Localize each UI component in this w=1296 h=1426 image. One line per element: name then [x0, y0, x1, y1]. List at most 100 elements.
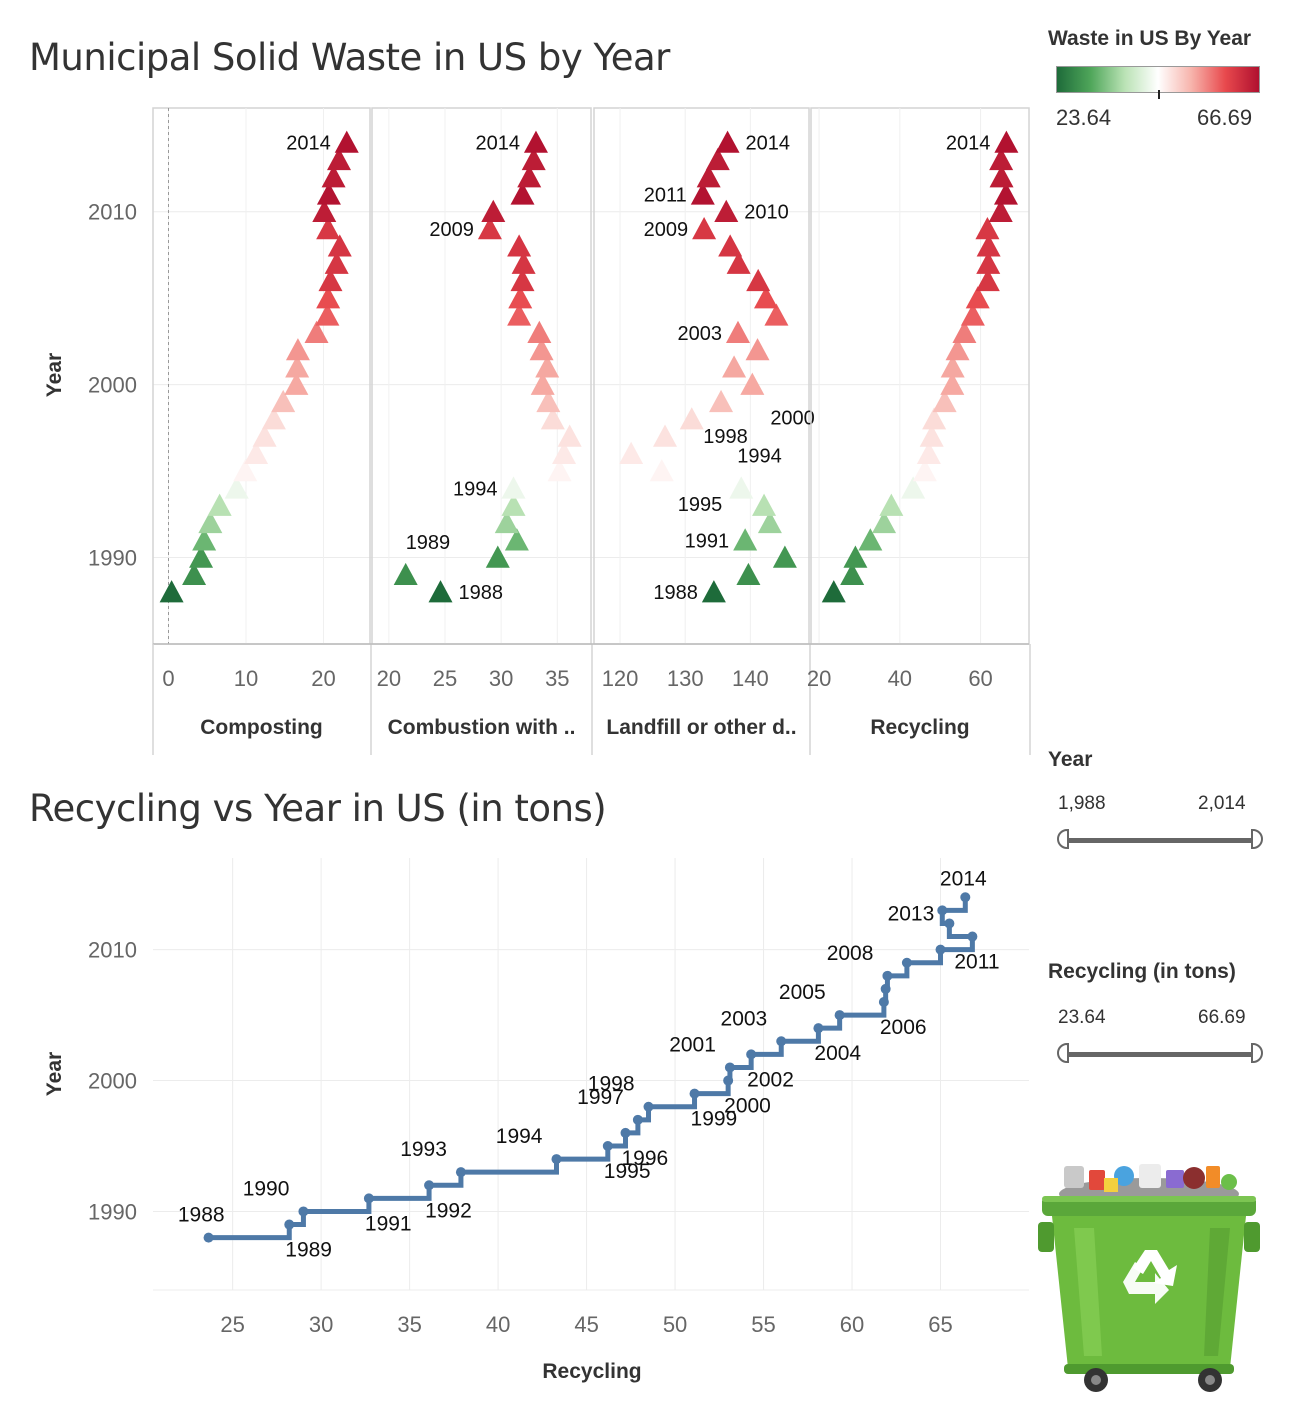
- triangle-mark: [527, 320, 552, 343]
- recycling-slider-track: [1065, 1052, 1255, 1057]
- color-legend-gradient[interactable]: [1056, 66, 1260, 93]
- data-point: [944, 918, 955, 929]
- triangle-mark: [523, 130, 548, 153]
- triangle-mark: [754, 286, 778, 309]
- x-tick-label: 30: [309, 1312, 333, 1337]
- point-label: 2011: [954, 951, 999, 974]
- data-point: [724, 1062, 735, 1073]
- x-tick-label: 40: [486, 1312, 510, 1337]
- point-label: 2014: [746, 133, 791, 155]
- triangle-mark: [334, 130, 359, 153]
- waste-by-category-chart[interactable]: Year 1990 2000 2010 0 10 20 Composting 2014 20 25…: [0, 0, 1040, 760]
- triangle-mark: [316, 217, 341, 240]
- triangle-mark: [901, 476, 926, 499]
- point-label: 2000: [770, 408, 815, 430]
- triangle-mark: [919, 424, 944, 447]
- x-tick-label: 120: [602, 666, 639, 691]
- triangle-mark: [772, 545, 797, 568]
- triangle-mark: [508, 286, 533, 309]
- panel-frame: [810, 107, 1030, 645]
- panel-label: Combustion with ..: [388, 716, 576, 739]
- point-label: 2014: [940, 867, 987, 890]
- triangle-mark: [517, 165, 542, 188]
- triangle-mark: [315, 303, 340, 326]
- triangle-mark: [511, 251, 536, 274]
- data-point: [551, 1154, 562, 1165]
- triangle-mark: [952, 320, 977, 343]
- data-point: [746, 1049, 757, 1060]
- top-y-axis-title: Year: [43, 353, 66, 397]
- data-point: [723, 1075, 734, 1086]
- triangle-mark: [198, 510, 223, 534]
- recycling-vs-year-chart[interactable]: Year Recycling 25 30 35 40 45 50 55 60 65 1990 200…: [0, 840, 1040, 1400]
- green-recycle-bin-icon: [1038, 1164, 1260, 1392]
- triangle-mark: [224, 476, 249, 499]
- recycling-slider-max-handle[interactable]: [1251, 1043, 1263, 1063]
- triangle-mark: [327, 147, 351, 171]
- triangle-mark: [764, 303, 789, 326]
- panel-label: Composting: [200, 716, 322, 739]
- point-label: 1990: [243, 1177, 290, 1200]
- triangle-mark: [324, 251, 349, 274]
- color-legend-title: Waste in US By Year: [1048, 27, 1252, 50]
- triangle-mark: [714, 199, 739, 222]
- top-chart-title: Municipal Solid Waste in US by Year: [29, 36, 670, 79]
- recycling-range-slider[interactable]: [1057, 1042, 1263, 1066]
- year-slider-track: [1065, 838, 1255, 843]
- point-label: 2006: [880, 1016, 927, 1039]
- triangle-mark: [316, 286, 341, 309]
- point-label: 2010: [744, 202, 789, 224]
- point-label: 2014: [475, 133, 520, 155]
- triangle-mark: [233, 459, 258, 482]
- data-point: [203, 1232, 214, 1243]
- triangle-mark: [916, 441, 941, 465]
- point-label: 2014: [946, 133, 991, 155]
- data-point: [935, 944, 946, 955]
- data-point: [878, 997, 889, 1007]
- year-slider-max-handle[interactable]: [1251, 829, 1263, 849]
- triangle-mark: [988, 199, 1013, 222]
- point-label: 1996: [622, 1147, 669, 1170]
- triangle-mark: [733, 528, 758, 551]
- triangle-mark: [619, 441, 644, 465]
- x-tick-label: 30: [489, 666, 513, 691]
- data-point: [455, 1167, 466, 1178]
- point-label: 2013: [888, 902, 935, 925]
- x-tick-label: 45: [574, 1312, 598, 1337]
- triangle-mark: [965, 286, 990, 309]
- x-tick-label: 65: [928, 1312, 952, 1337]
- triangle-mark: [321, 165, 346, 188]
- year-range-slider[interactable]: [1057, 828, 1263, 852]
- point-label: 2000: [724, 1095, 771, 1118]
- recycling-filter-min: 23.64: [1058, 1007, 1106, 1028]
- point-label: 2003: [721, 1007, 768, 1030]
- data-point: [937, 905, 948, 916]
- triangle-mark: [740, 372, 765, 395]
- triangle-mark: [726, 251, 751, 274]
- recycling-slider-min-handle[interactable]: [1057, 1043, 1069, 1063]
- x-tick-label: 40: [888, 666, 912, 691]
- triangle-mark: [701, 580, 726, 603]
- triangle-mark: [304, 320, 329, 343]
- triangle-mark: [653, 424, 678, 447]
- triangle-mark: [945, 338, 970, 361]
- triangle-mark: [285, 338, 310, 361]
- x-tick-label: 35: [397, 1312, 421, 1337]
- triangle-mark: [207, 493, 232, 516]
- data-point: [967, 931, 978, 942]
- x-tick-label: 50: [663, 1312, 687, 1337]
- y-tick-label: 2000: [88, 1069, 137, 1094]
- year-slider-min-handle[interactable]: [1057, 829, 1069, 849]
- x-tick-label: 60: [968, 666, 992, 691]
- data-point: [834, 1010, 845, 1021]
- triangle-mark: [318, 268, 343, 292]
- recycling-filter-max: 66.69: [1198, 1007, 1246, 1028]
- point-label: 2003: [677, 323, 722, 345]
- triangle-mark: [271, 389, 296, 413]
- triangle-mark: [736, 562, 761, 586]
- data-point: [882, 970, 893, 981]
- triangle-mark: [535, 355, 560, 378]
- x-tick-label: 10: [234, 666, 258, 691]
- triangle-mark: [960, 303, 985, 326]
- bottom-x-axis-title: Recycling: [542, 1360, 641, 1383]
